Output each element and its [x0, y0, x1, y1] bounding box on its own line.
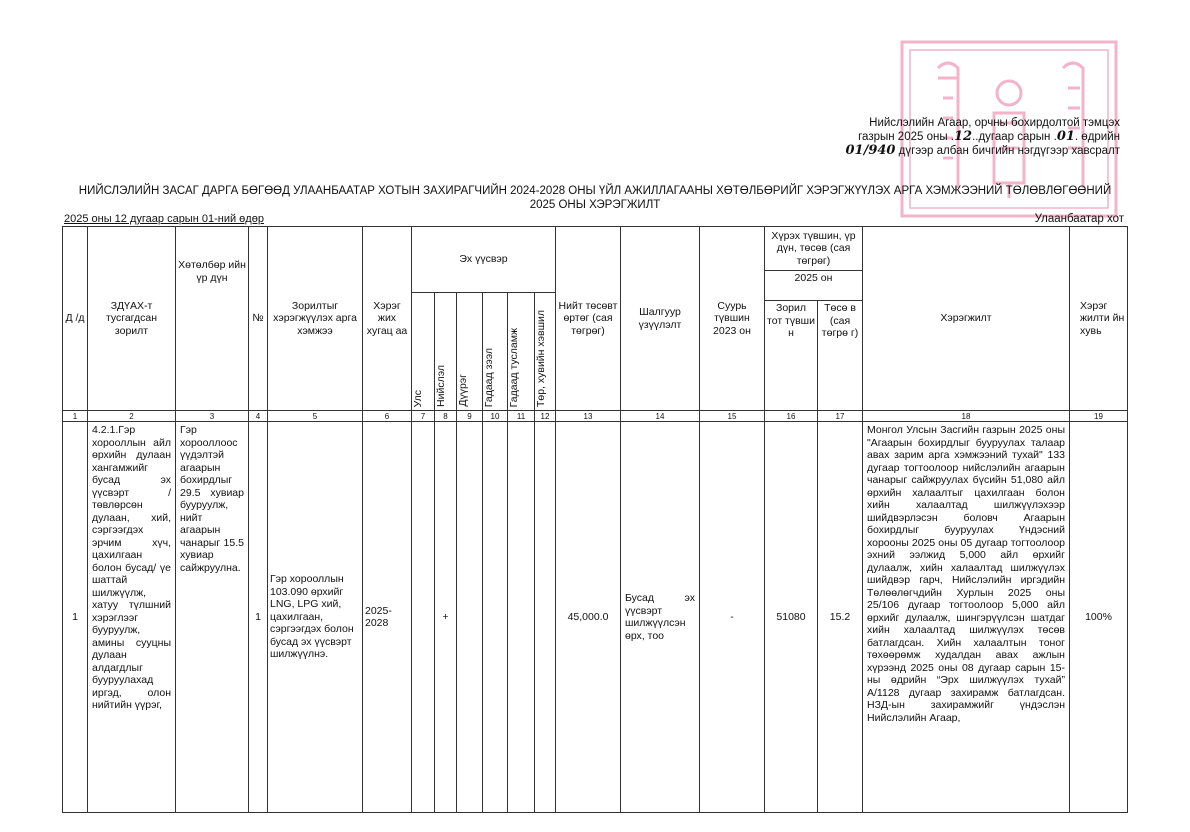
header-objective: ЗДҮАХ-т тусгагдсан зорилт [87, 226, 176, 411]
header-source-label: Гадаад тусламж [508, 327, 521, 407]
header-source-capital: Нийслэл [434, 292, 457, 411]
cell-objective: 4.2.1.Гэр хорооллын айл өрхийн дулаан ха… [87, 421, 176, 813]
cell-row-number: 1 [62, 421, 88, 813]
document-title: НИЙСЛЭЛИЙН ЗАСАГ ДАРГА БӨГӨӨД УЛААНБААТА… [40, 184, 1150, 212]
title-line-2: 2025 ОНЫ ХЭРЭГЖИЛТ [529, 199, 661, 211]
header-source-label: Төр, хувийн хэвшил [535, 309, 548, 407]
header-row-number: Д /д [62, 226, 88, 411]
cell-budget: 15.2 [817, 421, 863, 813]
official-stamp [900, 40, 1118, 218]
cell-item-no: 1 [248, 421, 268, 813]
header-source-label: Дүүрэг [457, 374, 470, 407]
header-source-group: Эх үүсвэр [411, 226, 556, 293]
cell-source-district [456, 421, 483, 813]
handwritten-number: 01/940 [845, 143, 896, 158]
cell-measure: Гэр хорооллын 103.090 өрхийг LNG, LPG хи… [267, 421, 363, 813]
column-number: 9 [456, 410, 483, 422]
column-number: 13 [555, 410, 621, 422]
header-item-no: № [248, 226, 268, 411]
cell-program-result: Гэр хорооллоос үүдэлтэй агаарын бохирдлы… [175, 421, 249, 813]
table-row: 1 4.2.1.Гэр хорооллын айл өрхийн дулаан … [62, 421, 1128, 813]
column-number: 12 [534, 410, 556, 422]
report-date: 2025 оны 12 дугаар сарын 01-ний өдөр [64, 213, 264, 225]
annex-reference: Нийслэлийн Агаар, орчны бохирдолтой тэмц… [845, 116, 1120, 158]
cell-source-foreign-loan [482, 421, 508, 813]
cell-total-cost: 45,000.0 [555, 421, 621, 813]
column-number: 8 [434, 410, 457, 422]
header-percent: Хэрэг жилти йн хувь [1069, 226, 1128, 411]
header-indicator: Шалгуур үзүүлэлт [620, 226, 700, 411]
header-source-ppp: Төр, хувийн хэвшил [534, 292, 556, 411]
header-budget: Төсө в (сая төгрө г) [817, 300, 863, 411]
column-number: 4 [248, 410, 268, 422]
cell-period: 2025-2028 [362, 421, 412, 813]
annex-text: дүгээр албан бичгийн нэгдүгээр хавсралт [895, 145, 1120, 157]
header-source-label: Нийслэл [435, 365, 448, 407]
header-measure: Зорилтыг хэрэгжүүлэх арга хэмжээ [267, 226, 363, 411]
cell-implementation: Монгол Улсын Засгийн газрын 2025 оны "Аг… [862, 421, 1070, 813]
column-number: 2 [87, 410, 176, 422]
header-source-district: Дүүрэг [456, 292, 483, 411]
column-number: 7 [411, 410, 435, 422]
header-source-foreign-loan: Гадаад зээл [482, 292, 508, 411]
column-number: 15 [699, 410, 765, 422]
cell-percent: 100% [1069, 421, 1128, 813]
handwritten-day: 01 [1056, 129, 1075, 144]
header-target-level: Зорил тот түвши н [764, 300, 818, 411]
cell-indicator: Бусад эх үүсвэрт шилжүүлсэн өрх, тоо [620, 421, 700, 813]
cell-target: 51080 [764, 421, 818, 813]
title-line-1: НИЙСЛЭЛИЙН ЗАСАГ ДАРГА БӨГӨӨД УЛААНБААТА… [78, 185, 1112, 197]
column-number: 6 [362, 410, 412, 422]
column-number: 11 [507, 410, 535, 422]
header-source-label: Гадаад зээл [483, 347, 496, 407]
annex-text: ..дугаар сарын . [972, 131, 1057, 143]
cell-source-foreign-aid [507, 421, 535, 813]
cell-source-capital: + [434, 421, 457, 813]
header-total-cost: Нийт төсөвт өртөг (сая төгрөг) [555, 226, 621, 411]
column-number: 17 [817, 410, 863, 422]
column-number: 19 [1069, 410, 1128, 422]
header-source-state: Улс [411, 292, 435, 411]
annex-line-1: Нийслэлийн Агаар, орчны бохирдолтой тэмц… [869, 117, 1120, 129]
annex-text: газрын 2025 оны . [858, 131, 954, 143]
report-city: Улаанбаатар хот [1034, 213, 1124, 225]
header-period: Хэрэг жих хугац аа [362, 226, 412, 411]
handwritten-month: 12 [953, 129, 973, 144]
column-number: 10 [482, 410, 508, 422]
header-source-label: Улс [412, 389, 425, 407]
column-number: 1 [62, 410, 88, 422]
header-year: 2025 он [764, 270, 863, 301]
column-number: 18 [862, 410, 1070, 422]
cell-source-state [411, 421, 435, 813]
header-implementation: Хэрэгжилт [862, 226, 1070, 411]
column-number: 16 [764, 410, 818, 422]
header-baseline: Суурь түвшин 2023 он [699, 226, 765, 411]
header-source-foreign-aid: Гадаад тусламж [507, 292, 535, 411]
cell-source-ppp [534, 421, 556, 813]
implementation-table: Д /д ЗДҮАХ-т тусгагдсан зорилт Хөтөлбөр … [62, 226, 1128, 813]
column-number: 5 [267, 410, 363, 422]
column-number: 3 [175, 410, 249, 422]
column-number: 14 [620, 410, 700, 422]
header-program-result: Хөтөлбөр ийн үр дүн [175, 226, 249, 411]
annex-text: . өдрийн [1074, 131, 1120, 143]
header-target-group: Хүрэх түвшин, үр дүн, төсөв (сая төгрөг) [764, 226, 863, 271]
cell-baseline: - [699, 421, 765, 813]
